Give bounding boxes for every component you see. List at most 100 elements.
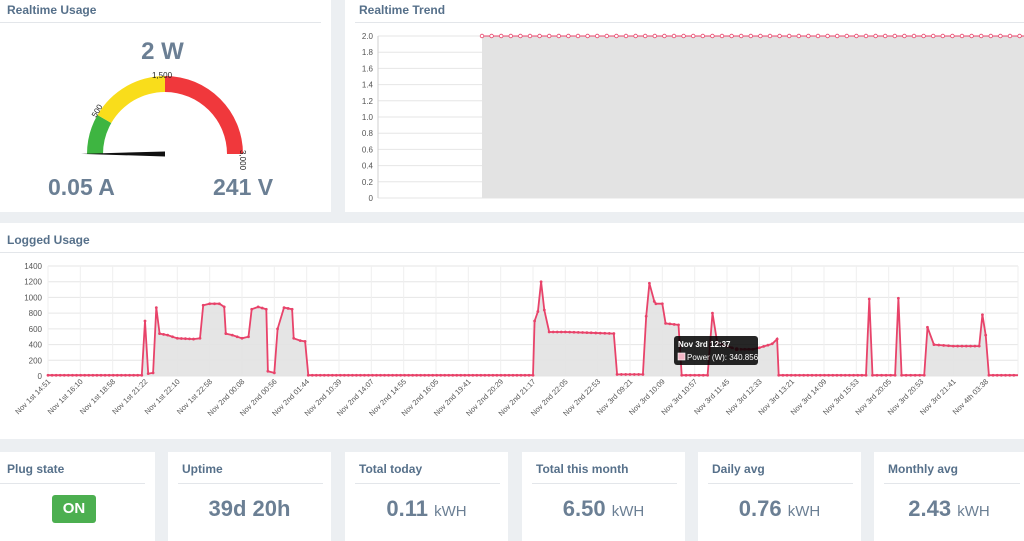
logged-point (991, 373, 995, 377)
logged-point (475, 373, 479, 377)
gauge-label-1500: 1,500 (152, 71, 173, 80)
logged-point (154, 306, 158, 310)
logged-point (827, 373, 831, 377)
logged-y-tick: 400 (29, 341, 43, 350)
logged-point (937, 343, 941, 347)
logged-point (491, 373, 495, 377)
logged-point (823, 373, 826, 377)
logged-point (240, 336, 244, 340)
logged-y-tick: 1000 (24, 293, 42, 302)
divider (355, 483, 500, 484)
trend-point (854, 33, 859, 39)
logged-point (860, 373, 864, 377)
logged-point (539, 280, 543, 284)
logged-point (495, 373, 499, 377)
logged-point (338, 373, 342, 377)
logged-point (128, 373, 131, 377)
logged-point (342, 373, 346, 377)
logged-point (103, 373, 107, 377)
logged-point (563, 330, 567, 334)
trend-point (556, 33, 561, 39)
trend-y-tick: 2.0 (362, 32, 374, 41)
logged-point (814, 373, 818, 377)
divider (178, 483, 323, 484)
logged-point (547, 330, 551, 334)
logged-point (217, 302, 221, 306)
logged-point (798, 373, 801, 377)
logged-point (688, 373, 692, 377)
gauge-red-segment (165, 76, 243, 154)
logged-point (848, 373, 851, 377)
logged-point (831, 373, 835, 377)
trend-y-tick: 0.6 (362, 145, 374, 154)
logged-point (852, 373, 855, 377)
trend-y-tick: 1.8 (362, 48, 374, 57)
logged-point (58, 373, 62, 377)
logged-point (198, 336, 202, 340)
trend-point (585, 33, 590, 39)
logged-point (766, 343, 770, 347)
logged-point (264, 307, 268, 311)
logged-point (628, 373, 632, 376)
logged-point (463, 373, 467, 377)
logged-point (697, 373, 701, 377)
trend-y-tick: 1.4 (362, 81, 374, 90)
logged-point (184, 337, 187, 341)
trend-point (739, 33, 744, 39)
logged-point (913, 373, 917, 377)
trend-point (796, 33, 801, 39)
logged-point (50, 373, 54, 377)
logged-point (893, 373, 897, 377)
trend-point (748, 33, 753, 39)
trend-point (527, 33, 533, 39)
logged-point (664, 321, 667, 325)
logged-point (909, 373, 913, 377)
logged-point (864, 373, 868, 377)
logged-point (802, 373, 806, 377)
logged-point (124, 373, 127, 377)
logged-point (310, 373, 314, 377)
trend-point (700, 33, 705, 39)
logged-point (188, 337, 191, 341)
daily-avg-value: 0.76 kWH (698, 496, 861, 522)
trend-point (575, 33, 581, 39)
trend-area (482, 36, 1024, 198)
realtime-usage-card: Realtime Usage 2 W 500 1,500 3,000 0.05 … (0, 0, 331, 212)
logged-point (399, 373, 402, 377)
trend-point (681, 33, 686, 39)
tooltip-swatch (677, 352, 686, 361)
tooltip-title: Nov 3rd 12:37 (678, 340, 731, 349)
logged-point (615, 373, 619, 376)
logged-point (711, 311, 714, 315)
logged-point (95, 373, 99, 377)
tooltip-value: Power (W): 340.856 (687, 353, 759, 362)
logged-point (435, 373, 439, 377)
logged-point (411, 373, 415, 377)
logged-point (403, 373, 406, 377)
logged-point (884, 373, 888, 377)
trend-point (546, 33, 552, 39)
logged-point (208, 302, 212, 306)
logged-area (48, 281, 1018, 376)
logged-point (224, 332, 228, 335)
trend-point (902, 33, 907, 39)
logged-point (706, 373, 709, 377)
plug-on-button[interactable]: ON (52, 495, 96, 523)
logged-point (806, 373, 810, 377)
trend-point (931, 33, 936, 39)
logged-point (612, 332, 616, 335)
total-today-unit: kWH (434, 503, 467, 520)
logged-point (871, 373, 874, 377)
trend-point (566, 33, 571, 39)
logged-point (515, 373, 519, 377)
divider (884, 483, 1020, 484)
trend-point (998, 33, 1003, 39)
logged-point (479, 373, 483, 377)
logged-point (375, 373, 378, 377)
logged-point (266, 369, 270, 373)
logged-point (680, 373, 684, 377)
logged-usage-title: Logged Usage (7, 233, 90, 247)
logged-point (91, 373, 95, 377)
logged-point (322, 373, 326, 377)
logged-point (292, 336, 296, 340)
